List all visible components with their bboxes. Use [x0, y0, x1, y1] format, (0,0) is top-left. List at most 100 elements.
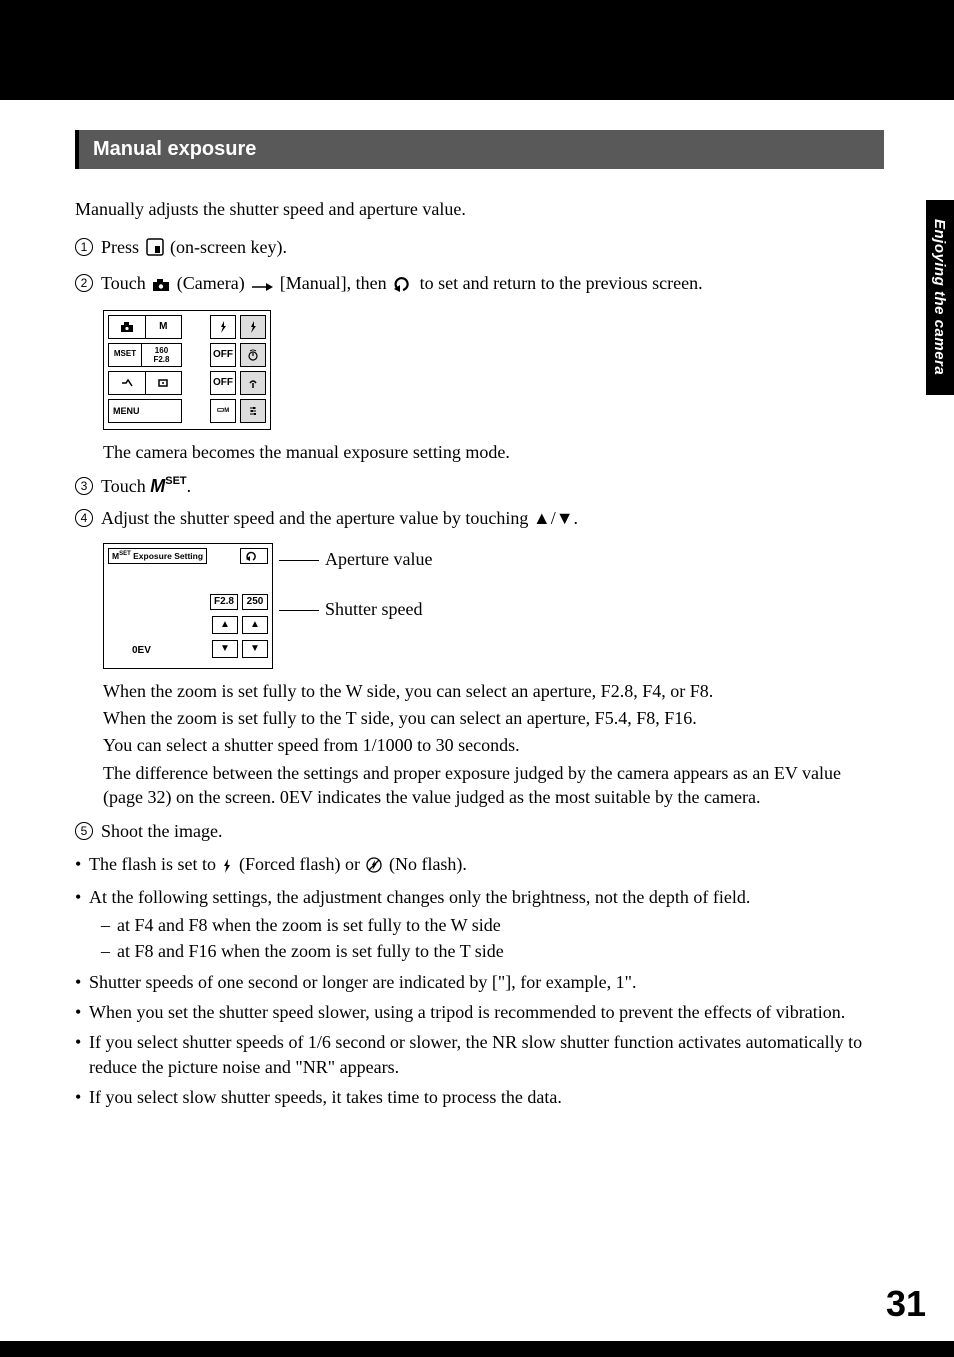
- arrow-right-icon: [251, 274, 273, 298]
- body-ev-desc: The difference between the settings and …: [103, 761, 884, 810]
- lcd1-screen: M MSET 160 F2.8 MENU: [103, 310, 271, 430]
- lcd1-macro-off: OFF: [210, 371, 236, 395]
- mset-icon: MSET: [150, 476, 186, 496]
- step-1-b: (on-screen key).: [170, 237, 287, 257]
- body-w-side: When the zoom is set fully to the W side…: [103, 679, 884, 703]
- note-2-text: At the following settings, the adjustmen…: [89, 887, 750, 907]
- page-number: 31: [886, 1280, 926, 1329]
- step-number-icon: 5: [75, 822, 93, 840]
- note-1-a: The flash is set to: [89, 854, 216, 874]
- arrow-up-icon: ▲: [212, 616, 238, 634]
- lcd2-fstop: F2.8: [210, 594, 238, 610]
- step-5-text: Shoot the image.: [101, 819, 884, 843]
- note-1: The flash is set to (Forced flash) or (N…: [75, 852, 884, 879]
- note-3: Shutter speeds of one second or longer a…: [75, 970, 884, 994]
- lcd1-selftimer-icon: [240, 343, 266, 367]
- step-1: 1 Press (on-screen key).: [75, 235, 884, 262]
- step-4: 4 Adjust the shutter speed and the apert…: [75, 506, 884, 530]
- note-2-a: at F4 and F8 when the zoom is set fully …: [101, 913, 884, 937]
- lcd1-exposure-values: 160 F2.8: [142, 344, 181, 366]
- step-2: 2 Touch (Camera) [Manual], then to set a…: [75, 271, 884, 298]
- step-4-body: When the zoom is set fully to the W side…: [103, 679, 884, 809]
- lcd2-title-rest: Exposure Setting: [133, 551, 203, 561]
- lcd1-menu-label: MENU: [108, 399, 182, 423]
- lcd1-mode-label: M: [146, 316, 182, 338]
- lcd2-diagram: MSET Exposure Setting F2.8 250 ▲ ▲ ▼ ▼ 0…: [103, 543, 884, 669]
- step-2-d: to set and return to the previous screen…: [420, 273, 703, 293]
- step-1-text: Press (on-screen key).: [101, 235, 884, 262]
- body-t-side: When the zoom is set fully to the T side…: [103, 706, 884, 730]
- lcd1-diagram: M MSET 160 F2.8 MENU: [103, 310, 884, 430]
- callout-aperture: Aperture value: [279, 547, 432, 571]
- lcd2-arrows-down: ▼ ▼: [212, 640, 268, 658]
- lcd2-speed: 250: [242, 594, 268, 610]
- note-2-sublist: at F4 and F8 when the zoom is set fully …: [101, 913, 884, 964]
- lcd1-imgsize-icon: ▭M: [210, 399, 236, 423]
- section-heading: Manual exposure: [75, 130, 884, 169]
- return-icon: [393, 274, 413, 298]
- lcd2-title: MSET Exposure Setting: [108, 548, 207, 564]
- note-1-c: (No flash).: [389, 854, 467, 874]
- page-content: Manual exposure Manually adjusts the shu…: [0, 100, 954, 1109]
- step-3-b: .: [187, 476, 192, 496]
- step-5: 5 Shoot the image.: [75, 819, 884, 843]
- onscreen-key-icon: [146, 238, 164, 262]
- note-1-b: (Forced flash) or: [239, 854, 360, 874]
- callout-shutter-label: Shutter speed: [325, 599, 422, 619]
- note-5: If you select shutter speeds of 1/6 seco…: [75, 1030, 884, 1079]
- lcd1-flash-icon: [210, 315, 236, 339]
- intro-text: Manually adjusts the shutter speed and a…: [75, 197, 884, 221]
- camera-icon: [152, 274, 170, 298]
- lcd2-close-icon: [240, 548, 268, 564]
- lcd1-shutter: 160: [155, 346, 168, 355]
- notes-list: The flash is set to (Forced flash) or (N…: [75, 852, 884, 1110]
- lcd1-settings-icon: [240, 399, 266, 423]
- arrow-down-icon: ▼: [242, 640, 268, 658]
- lcd1-flash-active-icon: [240, 315, 266, 339]
- no-flash-icon: [366, 855, 382, 879]
- side-tab: Enjoying the camera: [926, 200, 954, 395]
- bottom-black-bar: [0, 1341, 954, 1357]
- lcd1-timer-off: OFF: [210, 343, 236, 367]
- lcd2-ev: 0EV: [132, 644, 151, 658]
- step-4-text: Adjust the shutter speed and the apertur…: [101, 506, 884, 530]
- lcd2-screen: MSET Exposure Setting F2.8 250 ▲ ▲ ▼ ▼ 0…: [103, 543, 273, 669]
- body-shutter-range: You can select a shutter speed from 1/10…: [103, 733, 884, 757]
- arrow-down-icon: ▼: [212, 640, 238, 658]
- top-black-bar: [0, 0, 954, 100]
- step-3: 3 Touch MSET.: [75, 474, 884, 498]
- step-number-icon: 1: [75, 238, 93, 256]
- note-2: At the following settings, the adjustmen…: [75, 885, 884, 964]
- step-2-a: Touch: [101, 273, 146, 293]
- note-4: When you set the shutter speed slower, u…: [75, 1000, 884, 1024]
- lcd2-title-set: SET: [119, 551, 131, 557]
- lcd1-macro-icon: [240, 371, 266, 395]
- lcd1-camera-icon: [109, 316, 146, 338]
- arrow-up-icon: ▲: [242, 616, 268, 634]
- step-2-text: Touch (Camera) [Manual], then to set and…: [101, 271, 884, 298]
- step-number-icon: 4: [75, 509, 93, 527]
- step-number-icon: 2: [75, 274, 93, 292]
- lcd1-mset-row: MSET 160 F2.8: [108, 343, 182, 367]
- lcd1-aperture: F2.8: [153, 355, 169, 364]
- flash-icon: [222, 855, 232, 879]
- step-2-subtext: The camera becomes the manual exposure s…: [103, 440, 884, 464]
- callouts: Aperture value Shutter speed: [279, 543, 432, 648]
- note-6: If you select slow shutter speeds, it ta…: [75, 1085, 884, 1109]
- step-2-b: (Camera): [177, 273, 245, 293]
- lcd1-mset-label: MSET: [109, 344, 142, 366]
- step-1-a: Press: [101, 237, 139, 257]
- lcd1-mode-row: M: [108, 315, 182, 339]
- step-number-icon: 3: [75, 477, 93, 495]
- step-3-text: Touch MSET.: [101, 474, 884, 498]
- lcd2-arrows-up: ▲ ▲: [212, 616, 268, 634]
- lcd1-focus-icon: [146, 372, 182, 394]
- step-2-c: [Manual], then: [280, 273, 387, 293]
- lcd1-row3: [108, 371, 182, 395]
- note-2-b: at F8 and F16 when the zoom is set fully…: [101, 939, 884, 963]
- callout-aperture-label: Aperture value: [325, 549, 432, 569]
- callout-shutter: Shutter speed: [279, 597, 432, 621]
- lcd2-values: F2.8 250: [210, 594, 268, 610]
- lcd1-wb-icon: [109, 372, 146, 394]
- step-3-a: Touch: [101, 476, 146, 496]
